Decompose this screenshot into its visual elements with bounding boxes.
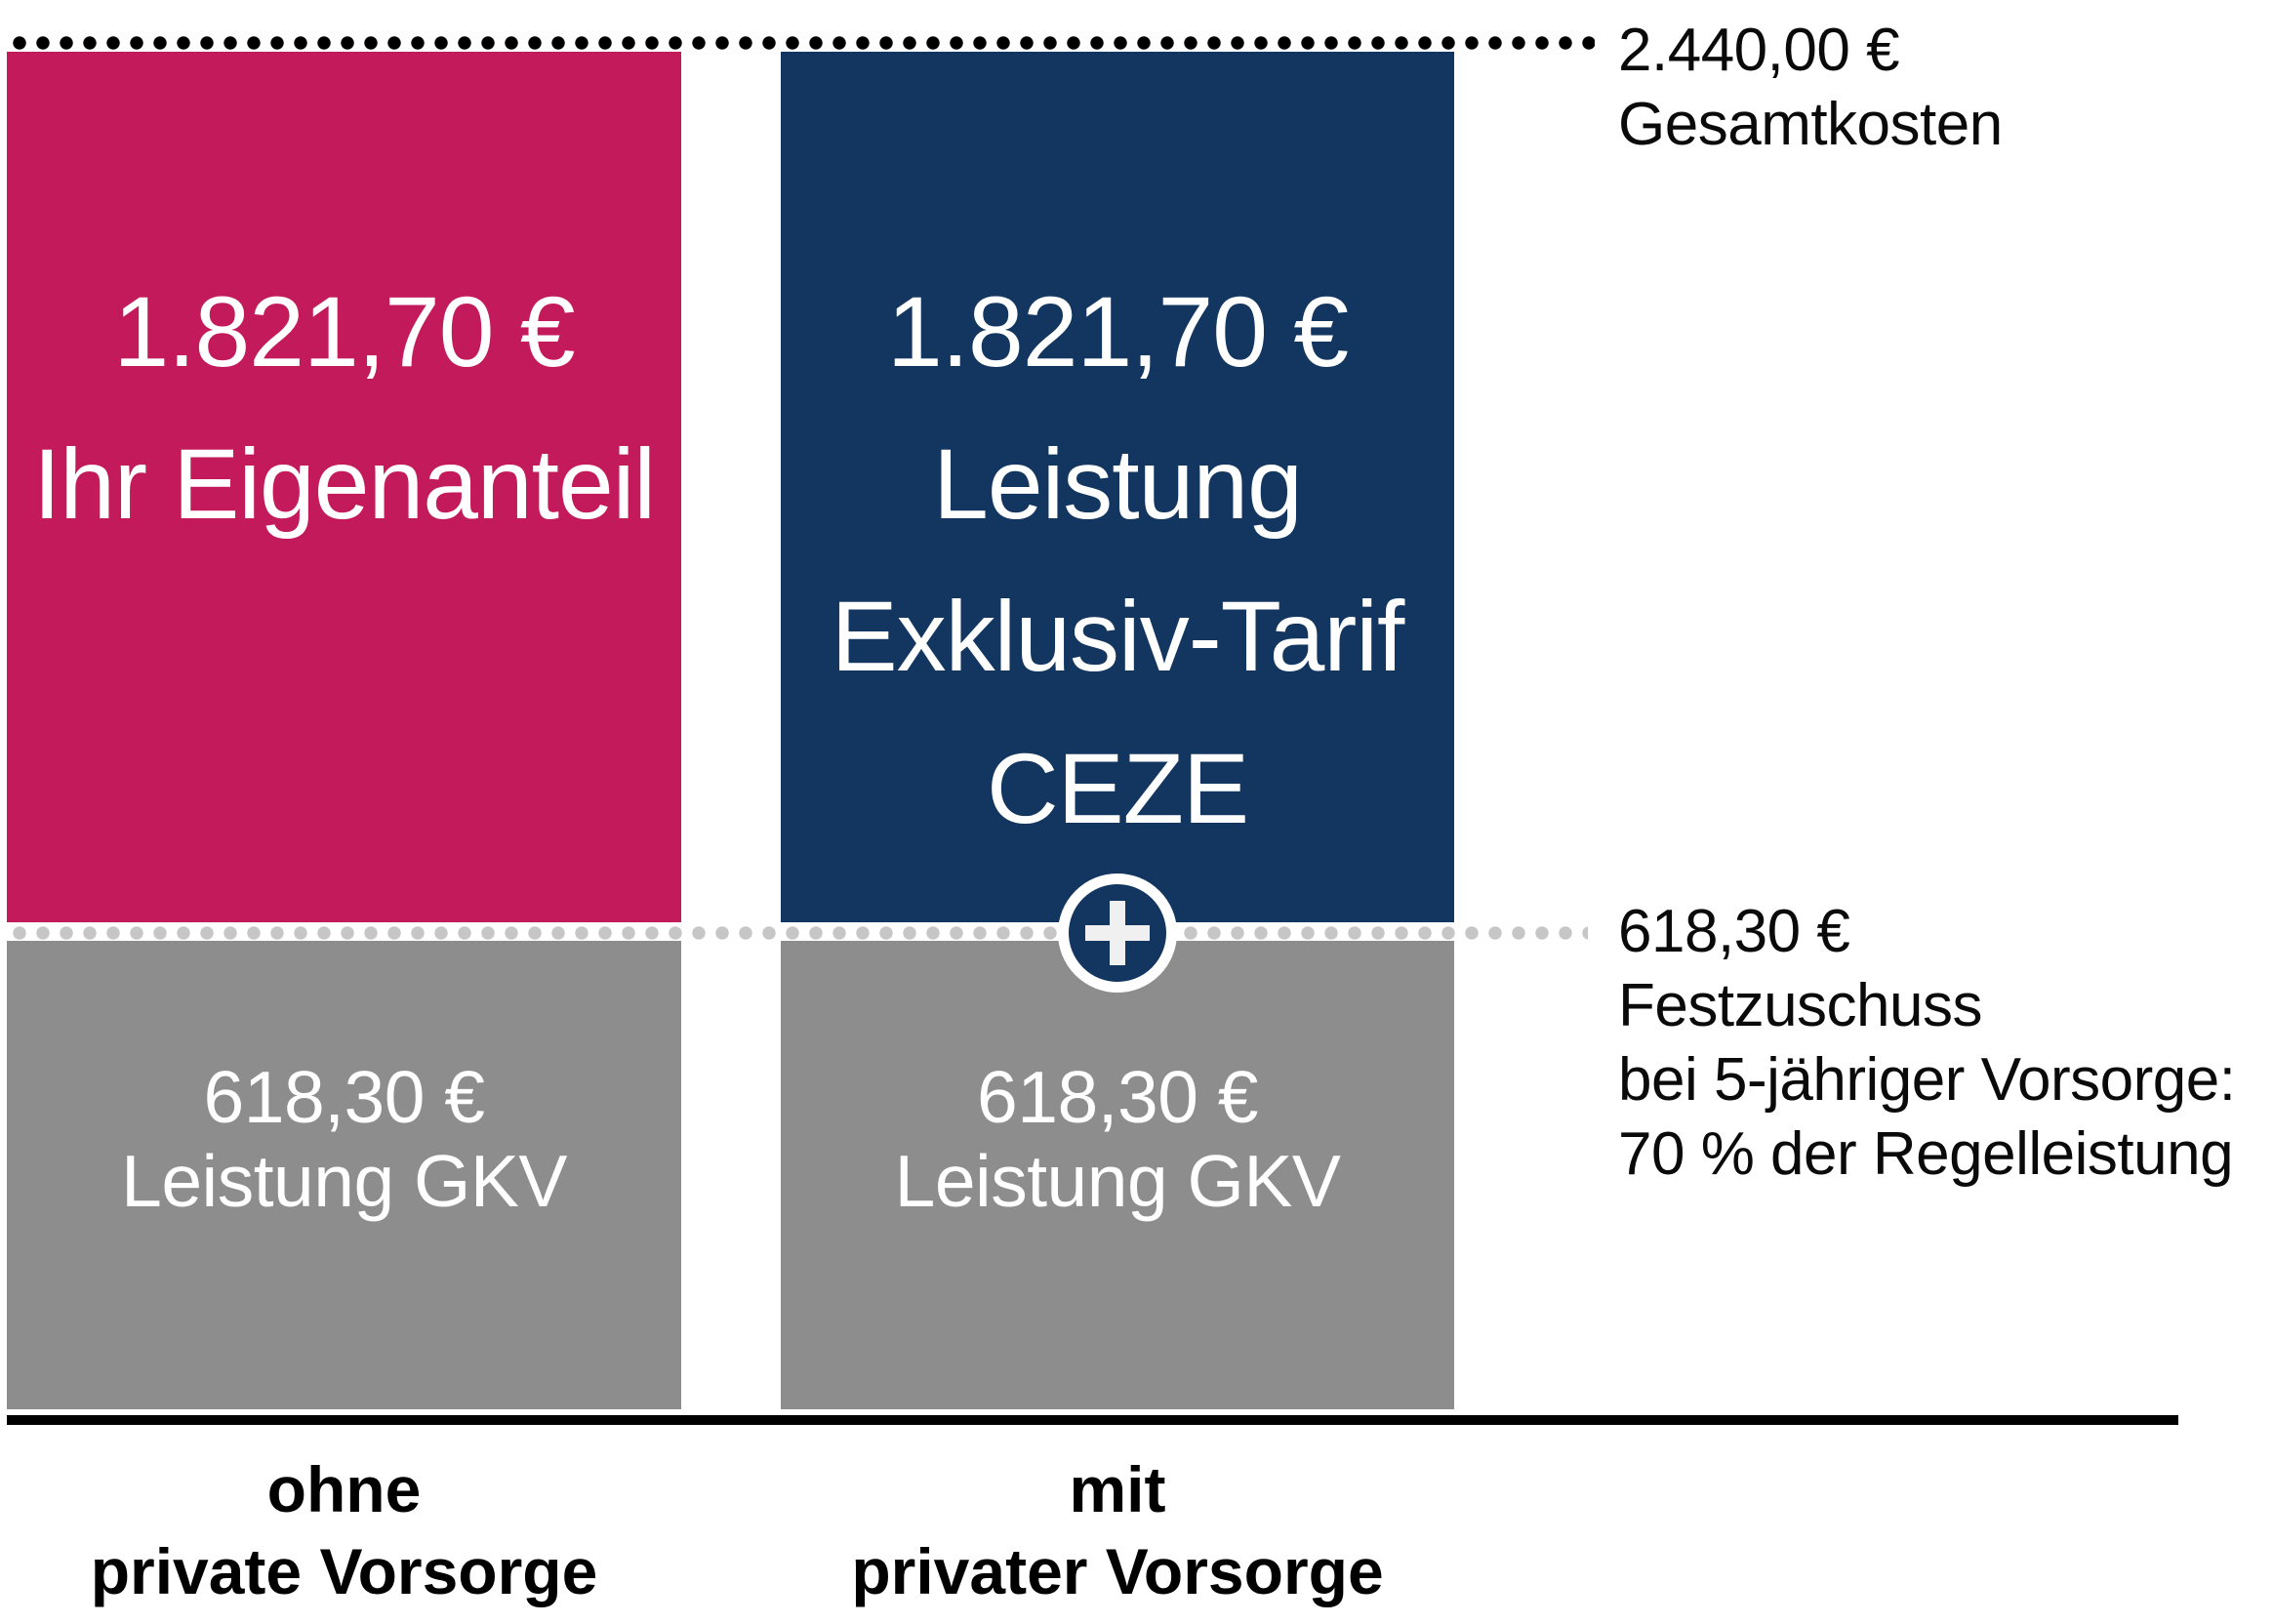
plus-icon-vertical-arm (1110, 901, 1125, 965)
total-cost-annotation: 2.440,00 € Gesamtkosten (1618, 14, 2003, 162)
caption-right-line1: mit (1069, 1453, 1166, 1525)
right-gkv-value: 618,30 € (977, 1056, 1258, 1138)
left-bar-text: 1.821,70 € Ihr Eigenanteil (7, 256, 681, 560)
left-gkv-text: 618,30 € Leistung GKV (7, 1055, 681, 1223)
right-bar-label-line3: CEZE (986, 733, 1249, 844)
subsidy-label-line1: Festzuschuss (1618, 972, 1983, 1039)
baseline-axis (7, 1415, 2178, 1425)
caption-with-provision: mit privater Vorsorge (781, 1448, 1454, 1612)
caption-right-line2: privater Vorsorge (851, 1535, 1384, 1607)
right-gkv-text: 618,30 € Leistung GKV (781, 1055, 1454, 1223)
bar-left-gkv-benefit: 618,30 € Leistung GKV (7, 941, 681, 1409)
caption-left-line1: ohne (266, 1453, 422, 1525)
right-bar-value: 1.821,70 € (886, 276, 1349, 387)
plus-icon (1058, 873, 1177, 993)
subsidy-label-line2: bei 5-jähriger Vorsorge: (1618, 1046, 2236, 1114)
bar-right-gkv-benefit: 618,30 € Leistung GKV (781, 941, 1454, 1409)
right-bar-label-line1: Leistung (933, 428, 1303, 540)
subsidy-value: 618,30 € (1618, 898, 1850, 965)
left-bar-value: 1.821,70 € (113, 276, 575, 387)
left-gkv-value: 618,30 € (203, 1056, 485, 1138)
total-cost-label: Gesamtkosten (1618, 91, 2003, 158)
right-gkv-label: Leistung GKV (894, 1140, 1341, 1222)
total-cost-value: 2.440,00 € (1618, 17, 1900, 84)
subsidy-label-line3: 70 % der Regelleistung (1618, 1120, 2234, 1188)
subsidy-annotation: 618,30 € Festzuschuss bei 5-jähriger Vor… (1618, 895, 2236, 1192)
total-cost-dotted-line (12, 35, 1595, 51)
right-bar-text: 1.821,70 € Leistung Exklusiv-Tarif CEZE (781, 256, 1454, 865)
left-bar-label: Ihr Eigenanteil (32, 428, 656, 540)
right-bar-label-line2: Exklusiv-Tarif (831, 581, 1405, 692)
bar-left-own-share: 1.821,70 € Ihr Eigenanteil (7, 52, 681, 922)
bar-right-tariff-benefit: 1.821,70 € Leistung Exklusiv-Tarif CEZE (781, 52, 1454, 922)
left-gkv-label: Leistung GKV (121, 1140, 567, 1222)
subsidy-dotted-line (12, 925, 1588, 941)
caption-left-line2: private Vorsorge (90, 1535, 598, 1607)
caption-without-provision: ohne private Vorsorge (7, 1448, 681, 1612)
